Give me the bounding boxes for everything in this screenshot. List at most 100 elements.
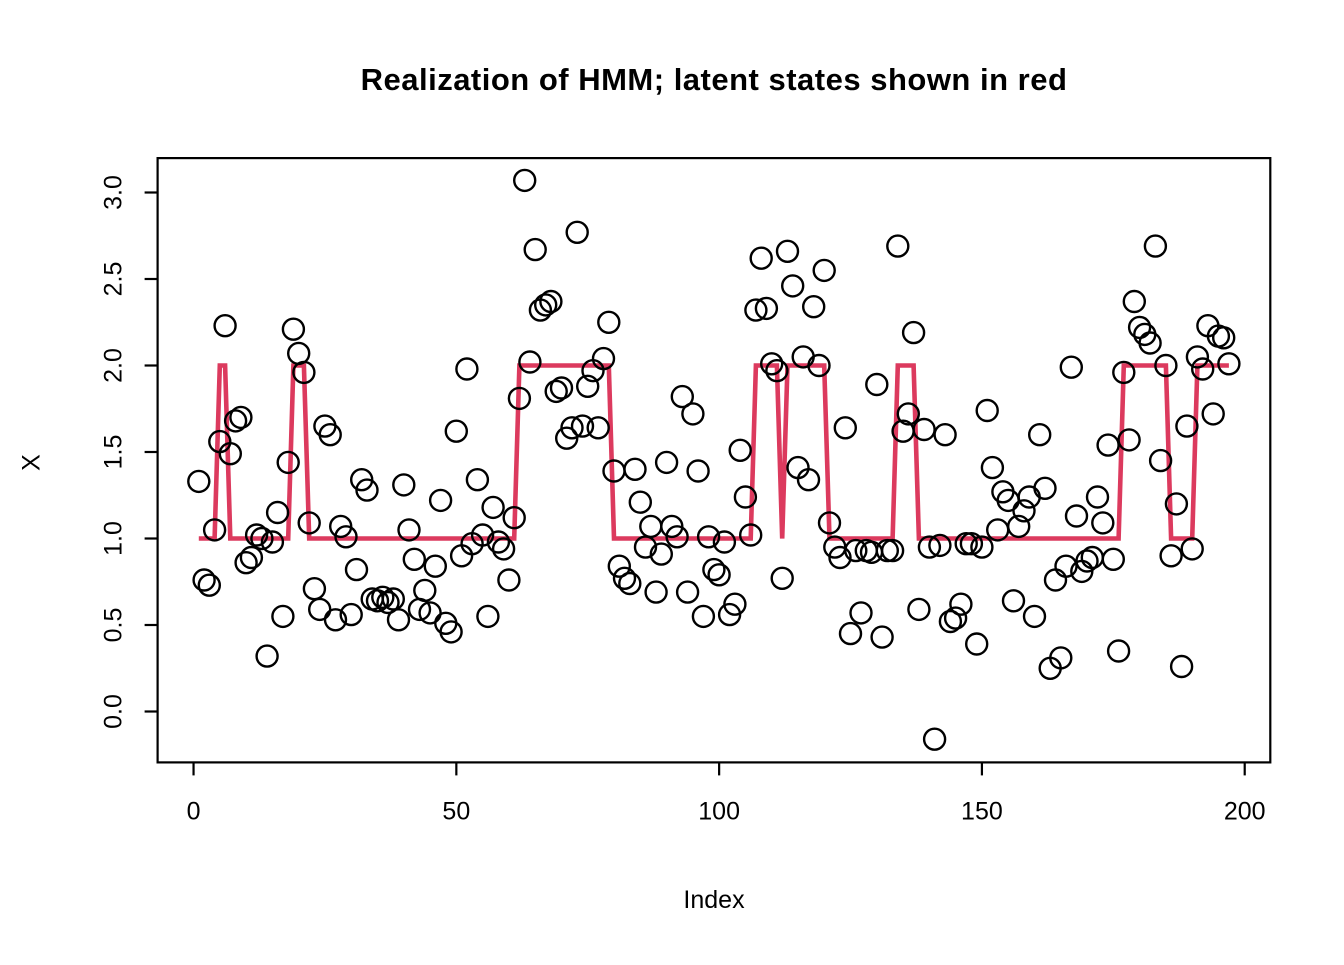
observation-point bbox=[770, 566, 794, 590]
x-tick-label: 0 bbox=[187, 797, 201, 825]
y-tick-label: 2.0 bbox=[100, 348, 128, 383]
observation-point bbox=[907, 597, 931, 622]
observation-point bbox=[696, 525, 721, 549]
observation-point bbox=[1159, 544, 1183, 568]
observation-point bbox=[1101, 547, 1126, 571]
observation-point bbox=[649, 542, 673, 566]
observation-point bbox=[539, 289, 563, 314]
observation-point bbox=[423, 554, 447, 578]
observation-point bbox=[781, 274, 805, 298]
y-tick-label: 2.5 bbox=[100, 262, 128, 297]
observation-point bbox=[287, 341, 311, 366]
observation-point bbox=[838, 621, 863, 646]
observation-point bbox=[644, 580, 668, 604]
observation-point bbox=[192, 568, 216, 592]
x-tick-label: 150 bbox=[961, 797, 1003, 825]
observation-point bbox=[486, 530, 511, 554]
observation-point bbox=[1143, 234, 1168, 258]
observation-point bbox=[518, 350, 542, 374]
observation-point bbox=[1175, 414, 1199, 438]
observation-point bbox=[675, 580, 700, 604]
observation-point bbox=[654, 450, 679, 475]
observation-point bbox=[1211, 326, 1236, 350]
observation-point bbox=[265, 500, 290, 525]
y-tick-label: 1.5 bbox=[100, 435, 128, 470]
observation-point bbox=[570, 414, 595, 438]
observation-point bbox=[712, 530, 737, 554]
observation-point bbox=[922, 727, 947, 751]
observation-point bbox=[775, 239, 800, 264]
observation-point bbox=[1112, 360, 1136, 385]
observation-point bbox=[1001, 589, 1026, 613]
observation-point bbox=[260, 530, 285, 554]
observation-point bbox=[1148, 448, 1173, 473]
observation-point bbox=[691, 604, 716, 629]
observation-point bbox=[844, 538, 868, 563]
observation-point bbox=[754, 296, 779, 321]
observation-point bbox=[428, 488, 453, 513]
observation-point bbox=[502, 506, 526, 530]
observation-point bbox=[938, 609, 963, 634]
observation-point bbox=[229, 405, 253, 430]
observation-point bbox=[612, 566, 637, 590]
observation-point bbox=[817, 511, 842, 535]
observation-point bbox=[1138, 331, 1162, 355]
observation-point bbox=[1117, 428, 1141, 452]
observation-point bbox=[1217, 352, 1241, 376]
observation-point bbox=[413, 578, 437, 603]
observation-point bbox=[849, 601, 873, 625]
observation-point bbox=[949, 592, 973, 616]
observation-point bbox=[586, 416, 610, 440]
observation-point bbox=[476, 604, 500, 629]
observation-point bbox=[870, 625, 894, 649]
observation-point bbox=[1033, 476, 1057, 500]
observation-point bbox=[901, 320, 926, 345]
x-tick-label: 100 bbox=[698, 797, 740, 825]
observation-point bbox=[481, 495, 505, 520]
observation-point bbox=[1049, 646, 1073, 670]
observation-point bbox=[828, 545, 852, 570]
observation-point bbox=[728, 438, 752, 462]
observation-point bbox=[371, 585, 395, 609]
observation-point bbox=[1054, 554, 1078, 578]
observation-point bbox=[970, 535, 994, 559]
observation-point bbox=[302, 577, 327, 601]
observation-point bbox=[344, 557, 369, 582]
observation-point bbox=[628, 490, 652, 514]
observation-point bbox=[723, 592, 747, 616]
observation-point bbox=[744, 298, 768, 322]
observation-point bbox=[812, 258, 836, 283]
y-axis-label: X bbox=[17, 454, 46, 471]
observation-point bbox=[197, 573, 222, 597]
observation-point bbox=[875, 538, 899, 563]
observation-point bbox=[917, 535, 942, 559]
observation-point bbox=[544, 379, 568, 404]
observation-point bbox=[276, 450, 300, 475]
observation-point bbox=[1027, 423, 1052, 447]
observation-point bbox=[670, 384, 694, 409]
observation-point bbox=[565, 220, 589, 245]
observation-point bbox=[365, 589, 390, 613]
observation-point bbox=[297, 511, 321, 535]
observation-point bbox=[739, 523, 763, 547]
observation-point bbox=[1080, 545, 1105, 570]
observation-point bbox=[491, 537, 516, 561]
observation-point bbox=[1017, 485, 1041, 509]
observation-point bbox=[1022, 604, 1047, 629]
observation-point bbox=[523, 237, 547, 262]
observation-point bbox=[202, 518, 227, 542]
observation-point bbox=[223, 409, 248, 433]
plot-box bbox=[156, 157, 1272, 764]
observation-point bbox=[218, 442, 243, 466]
observation-point bbox=[1127, 315, 1152, 340]
observation-point bbox=[954, 532, 978, 556]
observation-point bbox=[376, 590, 400, 615]
x-axis-label: Index bbox=[683, 886, 745, 914]
observation-point bbox=[292, 360, 316, 385]
observation-point bbox=[271, 604, 295, 629]
observation-point bbox=[402, 547, 426, 571]
observation-point bbox=[796, 468, 821, 492]
observation-point bbox=[239, 545, 264, 570]
observation-point bbox=[339, 602, 363, 627]
